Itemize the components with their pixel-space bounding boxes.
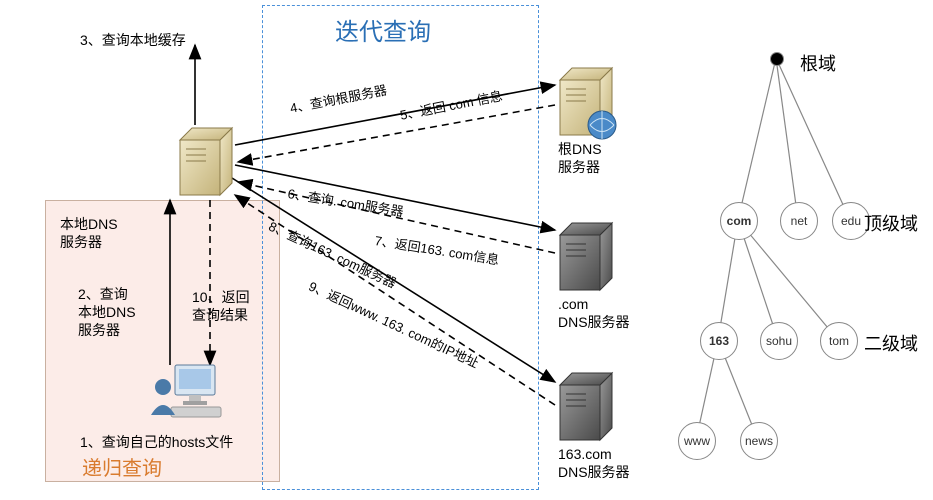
root-dns-label: 根DNS服务器 [558, 140, 602, 176]
local-server-icon [180, 128, 232, 195]
tree-sld-label: 二级域 [864, 330, 918, 356]
com-dns-label: .comDNS服务器 [558, 295, 630, 331]
tree-node-net: net [780, 202, 818, 240]
tree-root-label: 根域 [800, 50, 836, 76]
local-dns-label: 本地DNS服务器 [60, 215, 118, 251]
tree-tld-label: 顶级域 [864, 210, 918, 236]
tree-node-news: news [740, 422, 778, 460]
root-server-icon [560, 68, 616, 139]
step-1-label: 1、查询自己的hosts文件 [80, 432, 233, 452]
163-server-icon [560, 373, 612, 440]
step-3-label: 3、查询本地缓存 [80, 30, 186, 50]
iterative-title: 迭代查询 [335, 12, 431, 47]
step-2-label: 2、查询本地DNS服务器 [78, 285, 136, 340]
recursive-title: 递归查询 [82, 452, 162, 481]
tree-node-tom: tom [820, 322, 858, 360]
step-10-label: 10、返回查询结果 [192, 288, 250, 324]
tree-node-sohu: sohu [760, 322, 798, 360]
163-dns-label: 163.comDNS服务器 [558, 445, 630, 481]
tree-node-root [770, 52, 784, 66]
tree-node-com: com [720, 202, 758, 240]
com-server-icon [560, 223, 612, 290]
tree-node-163: 163 [700, 322, 738, 360]
tree-node-www: www [678, 422, 716, 460]
